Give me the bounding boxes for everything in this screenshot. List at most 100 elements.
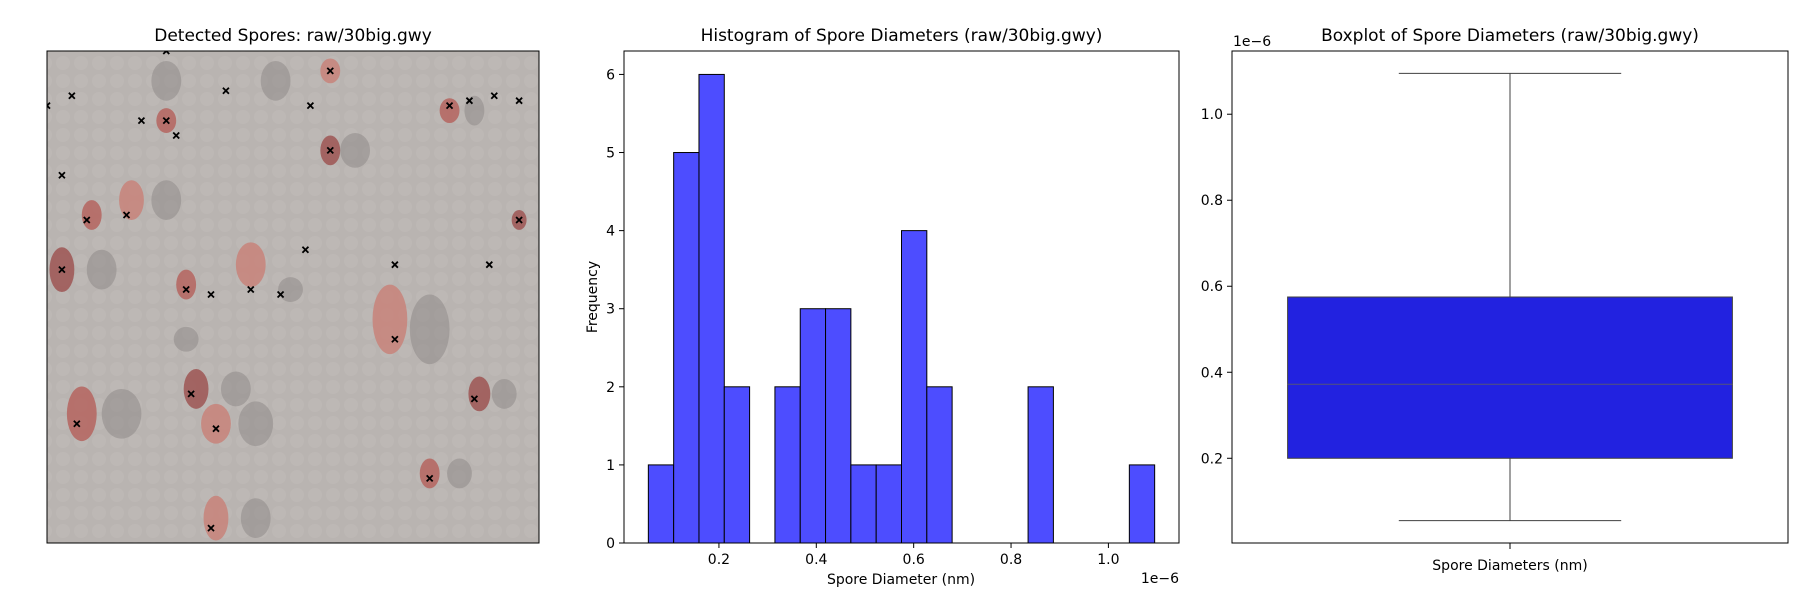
boxplot-y-tick-label: 0.2 [1201,451,1223,467]
spore-shadow [86,249,117,290]
histogram-bar [647,464,675,544]
histogram-y-ticks: 0 1 2 3 4 5 6 [606,67,624,552]
spore-center-marker [445,102,454,110]
spore-shadow [278,277,303,302]
spore-center-marker [162,51,170,55]
spore-marker-layer [47,51,523,532]
histogram-bar [1027,386,1054,544]
histogram-bar [774,386,801,544]
detected-spore [176,269,197,300]
image-frame [46,50,540,544]
boxplot-chart: 0.2 0.4 0.6 0.8 1.0 1e−6 Spore Diameters (nm… [1201,34,1789,574]
boxplot-y-tick-label: 0.6 [1201,279,1223,295]
spore-center-marker [58,266,66,274]
histogram-bar [901,230,928,544]
detected-spore [235,242,266,288]
boxplot-title: Boxplot of Spore Diameters (raw/30big.gw… [1321,26,1699,46]
spore-center-marker [306,102,315,110]
spore-center-marker [172,131,180,140]
spore-center-marker [212,425,220,433]
detected-spore [66,386,97,442]
histogram-y-axis-label: Frequency [585,261,601,333]
spore-center-marker [301,246,310,254]
detected-spore [183,369,209,409]
spore-shadow [340,133,371,168]
spore-center-marker [485,261,493,269]
detected-spore [203,495,229,541]
histogram-bar [673,152,700,544]
spore-center-marker [426,474,434,483]
spore-center-marker [182,285,190,294]
spore-center-marker [326,67,334,75]
histogram-x-tick-label: 0.2 [708,552,730,568]
spore-center-marker [122,211,131,219]
histogram-title: Histogram of Spore Diameters (raw/30big.… [700,26,1103,46]
detected-spore [439,98,460,124]
histogram-bar [926,386,953,544]
image-panel-title: Detected Spores: raw/30big.gwy [154,26,432,46]
spore-shadow-layer [86,60,517,539]
spore-shadow [491,379,517,409]
spore-center-marker [490,92,498,100]
detected-spore-layer [49,58,527,541]
histogram-chart: 0.2 0.4 0.6 0.8 1.0 0 1 2 3 4 5 6 Spore Diameter (… [585,50,1180,588]
boxplot-y-offset-label: 1e−6 [1233,34,1271,50]
histogram-bars [647,73,1156,544]
boxplot-y-tick-label: 0.4 [1201,365,1223,381]
histogram-x-tick-label: 0.4 [805,552,827,568]
spore-shadow [447,458,472,489]
spore-center-marker [47,102,51,110]
spore-image-panel [46,50,540,544]
histogram-x-tick-label: 0.8 [1000,552,1022,568]
boxplot-elements [1287,72,1733,522]
boxplot-y-tick-label: 1.0 [1201,107,1223,123]
histogram-y-tick-label: 3 [606,302,615,318]
histogram-frame [623,50,1180,544]
histogram-y-tick-label: 0 [606,536,615,552]
spore-center-marker [68,92,76,100]
spore-center-marker [137,116,146,125]
histogram-bar [875,464,902,544]
spore-shadow [173,326,199,352]
spore-shadow [464,95,485,126]
spore-center-marker [391,335,399,343]
histogram-x-tick-label: 1.0 [1097,552,1119,568]
spore-center-marker [515,97,523,105]
histogram-bar [825,308,852,544]
detected-spore [372,284,408,355]
boxplot-box [1287,296,1733,459]
histogram-y-tick-label: 6 [606,67,615,83]
spore-shadow [151,60,182,101]
spore-center-marker [470,395,479,403]
detected-spore [81,200,102,230]
histogram-bar [723,386,751,544]
spore-center-marker [58,171,66,179]
spore-shadow [260,60,291,101]
histogram-x-tick-label: 0.6 [903,552,925,568]
boxplot-x-axis-label: Spore Diameters (nm) [1432,558,1587,574]
spore-shadow [101,388,142,439]
spore-shadow [240,498,271,539]
spore-center-marker [207,290,215,299]
histogram-x-ticks: 0.2 0.4 0.6 0.8 1.0 [708,543,1120,568]
histogram-bar [799,308,827,544]
boxplot-y-tick-label: 0.8 [1201,193,1223,209]
histogram-bar [698,73,725,544]
spore-center-marker [187,390,195,398]
histogram-y-tick-label: 5 [606,146,615,162]
histogram-y-tick-label: 1 [606,458,615,474]
histogram-bar [850,464,877,544]
histogram-y-tick-label: 2 [606,380,615,396]
spore-center-marker [207,524,215,532]
detected-spore [419,458,440,489]
spore-center-marker [515,216,523,224]
spore-shadow [151,180,182,220]
spore-shadow [409,294,450,365]
spore-shadow [220,371,251,407]
spore-center-marker [247,285,255,294]
spore-center-marker [326,146,334,155]
spore-center-marker [465,97,474,105]
detected-spore [468,376,491,412]
spore-center-marker [162,116,170,125]
histogram-bar [1128,464,1156,544]
